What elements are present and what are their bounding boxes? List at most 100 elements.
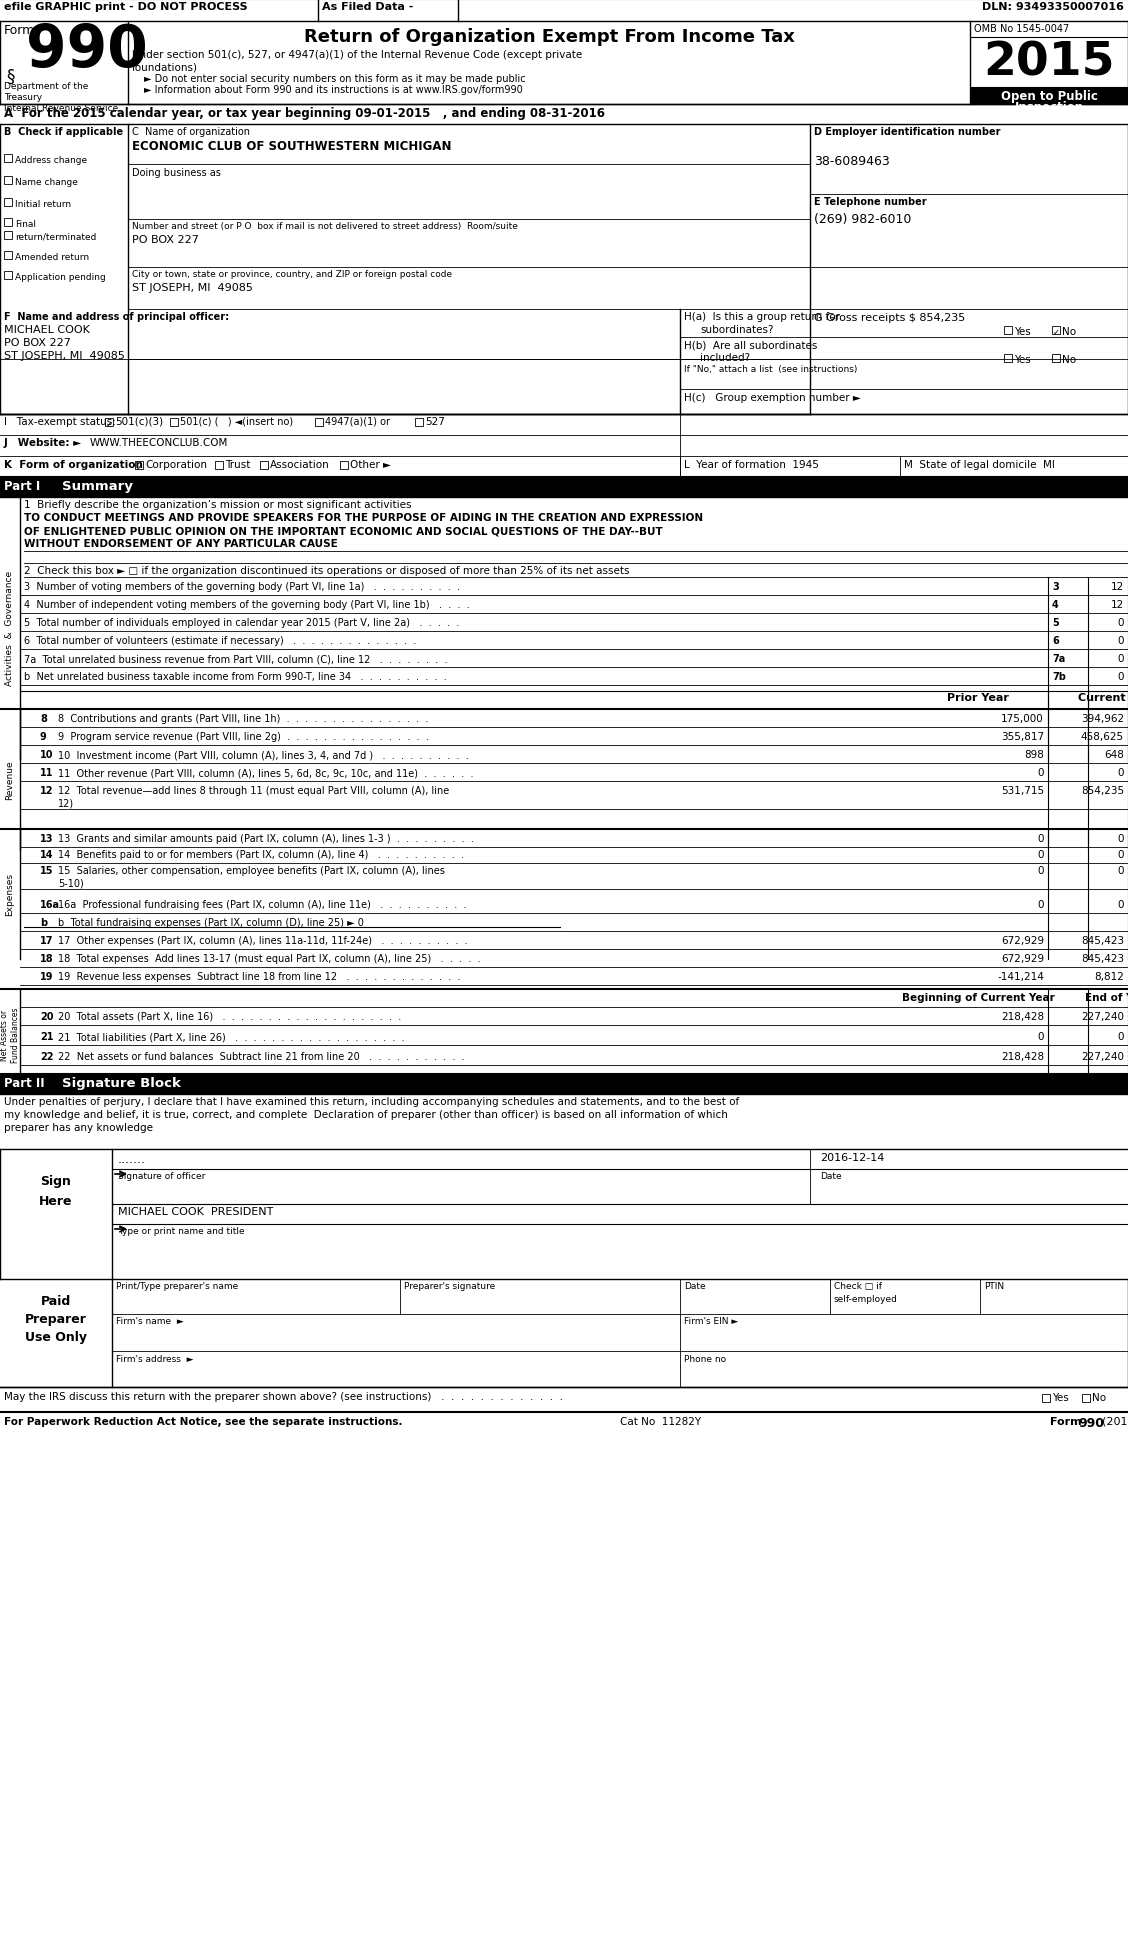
Text: 672,929: 672,929 xyxy=(1001,935,1045,946)
Text: Beginning of Current Year: Beginning of Current Year xyxy=(901,993,1055,1002)
Text: ✓: ✓ xyxy=(106,419,113,429)
Text: 218,428: 218,428 xyxy=(1001,1051,1045,1061)
Text: 15: 15 xyxy=(39,865,53,876)
Bar xyxy=(259,461,268,469)
Bar xyxy=(0,1280,112,1384)
Text: b  Net unrelated business taxable income from Form 990-T, line 34   .  .  .  .  : b Net unrelated business taxable income … xyxy=(24,671,447,683)
Text: H(a)  Is this a group return for: H(a) Is this a group return for xyxy=(684,312,840,322)
Text: OMB No 1545-0047: OMB No 1545-0047 xyxy=(973,23,1069,35)
Text: 17  Other expenses (Part IX, column (A), lines 11a-11d, 11f-24e)   .  .  .  .  .: 17 Other expenses (Part IX, column (A), … xyxy=(58,935,468,946)
Text: Final: Final xyxy=(15,219,36,229)
Text: If "No," attach a list  (see instructions): If "No," attach a list (see instructions… xyxy=(684,365,857,374)
Bar xyxy=(315,419,323,427)
Bar xyxy=(5,252,12,260)
Text: 4  Number of independent voting members of the governing body (Part VI, line 1b): 4 Number of independent voting members o… xyxy=(24,599,469,609)
Text: 10  Investment income (Part VIII, column (A), lines 3, 4, and 7d )   .  .  .  . : 10 Investment income (Part VIII, column … xyxy=(58,750,469,760)
Text: Department of the: Department of the xyxy=(5,81,88,91)
Text: PO BOX 227: PO BOX 227 xyxy=(5,337,71,347)
Text: K  Form of organization: K Form of organization xyxy=(5,460,143,469)
Text: Summary: Summary xyxy=(62,479,133,493)
Text: Treasury: Treasury xyxy=(5,93,42,103)
Text: H(c)   Group exemption number ►: H(c) Group exemption number ► xyxy=(684,394,861,403)
Bar xyxy=(1042,1394,1050,1402)
Text: OF ENLIGHTENED PUBLIC OPINION ON THE IMPORTANT ECONOMIC AND SOCIAL QUESTIONS OF : OF ENLIGHTENED PUBLIC OPINION ON THE IMP… xyxy=(24,525,663,535)
Text: 8,812: 8,812 xyxy=(1094,971,1123,981)
Bar xyxy=(135,461,143,469)
Text: 9  Program service revenue (Part VIII, line 2g)  .  .  .  .  .  .  .  .  .  .  .: 9 Program service revenue (Part VIII, li… xyxy=(58,731,429,741)
Text: Under penalties of perjury, I declare that I have examined this return, includin: Under penalties of perjury, I declare th… xyxy=(5,1096,739,1107)
Text: Form: Form xyxy=(5,23,35,37)
Text: WWW.THEECONCLUB.COM: WWW.THEECONCLUB.COM xyxy=(90,438,228,448)
Text: 0: 0 xyxy=(1118,900,1123,909)
Text: 501(c)(3): 501(c)(3) xyxy=(115,417,164,427)
Text: §: § xyxy=(6,68,15,85)
Text: Print/Type preparer's name: Print/Type preparer's name xyxy=(116,1282,238,1289)
Text: b  Total fundraising expenses (Part IX, column (D), line 25) ► 0: b Total fundraising expenses (Part IX, c… xyxy=(58,917,364,927)
Text: 9: 9 xyxy=(39,731,46,741)
Text: 0: 0 xyxy=(1038,834,1045,843)
Text: 11: 11 xyxy=(39,768,53,778)
Bar xyxy=(5,176,12,184)
Bar xyxy=(970,87,1128,105)
Text: 0: 0 xyxy=(1118,619,1123,628)
Text: foundations): foundations) xyxy=(132,62,199,72)
Text: ST JOSEPH, MI  49085: ST JOSEPH, MI 49085 xyxy=(5,351,125,361)
Bar xyxy=(1004,355,1012,363)
Text: 227,240: 227,240 xyxy=(1081,1012,1123,1022)
Text: Yes: Yes xyxy=(1014,355,1031,365)
Text: efile GRAPHIC print - DO NOT PROCESS: efile GRAPHIC print - DO NOT PROCESS xyxy=(5,2,248,12)
Text: ST JOSEPH, MI  49085: ST JOSEPH, MI 49085 xyxy=(132,283,253,293)
Text: ECONOMIC CLUB OF SOUTHWESTERN MICHIGAN: ECONOMIC CLUB OF SOUTHWESTERN MICHIGAN xyxy=(132,140,451,153)
Text: 501(c) (   ) ◄(insert no): 501(c) ( ) ◄(insert no) xyxy=(180,417,293,427)
Bar xyxy=(5,233,12,240)
Text: Amended return: Amended return xyxy=(15,252,89,262)
Text: G Gross receipts $ 854,235: G Gross receipts $ 854,235 xyxy=(814,312,966,322)
Text: Signature Block: Signature Block xyxy=(62,1076,180,1090)
Text: b: b xyxy=(39,917,47,927)
Text: Revenue: Revenue xyxy=(6,760,15,799)
Text: C  Name of organization: C Name of organization xyxy=(132,126,250,138)
Text: 2016-12-14: 2016-12-14 xyxy=(820,1152,884,1161)
Text: (269) 982-6010: (269) 982-6010 xyxy=(814,213,911,225)
Text: included?: included? xyxy=(700,353,750,363)
Text: PO BOX 227: PO BOX 227 xyxy=(132,235,199,244)
Text: ✓: ✓ xyxy=(135,461,142,471)
Text: Return of Organization Exempt From Income Tax: Return of Organization Exempt From Incom… xyxy=(303,27,794,47)
Text: F  Name and address of principal officer:: F Name and address of principal officer: xyxy=(5,312,229,322)
Text: Number and street (or P O  box if mail is not delivered to street address)  Room: Number and street (or P O box if mail is… xyxy=(132,221,518,231)
Text: Association: Association xyxy=(270,460,329,469)
Text: Use Only: Use Only xyxy=(25,1330,87,1344)
Text: 3  Number of voting members of the governing body (Part VI, line 1a)   .  .  .  : 3 Number of voting members of the govern… xyxy=(24,582,460,591)
Bar xyxy=(5,200,12,207)
Text: Under section 501(c), 527, or 4947(a)(1) of the Internal Revenue Code (except pr: Under section 501(c), 527, or 4947(a)(1)… xyxy=(132,50,582,60)
Text: 6: 6 xyxy=(1052,636,1059,646)
Text: Initial return: Initial return xyxy=(15,200,71,209)
Bar xyxy=(1082,1394,1090,1402)
Text: 22: 22 xyxy=(39,1051,53,1061)
Text: M  State of legal domicile  MI: M State of legal domicile MI xyxy=(904,460,1055,469)
Text: preparer has any knowledge: preparer has any knowledge xyxy=(5,1123,153,1132)
Text: Prior Year: Prior Year xyxy=(948,692,1008,702)
Text: 14  Benefits paid to or for members (Part IX, column (A), line 4)   .  .  .  .  : 14 Benefits paid to or for members (Part… xyxy=(58,849,464,859)
Text: Yes: Yes xyxy=(1014,328,1031,337)
Text: 5: 5 xyxy=(1052,619,1059,628)
Text: Sign: Sign xyxy=(41,1175,71,1187)
Text: 19: 19 xyxy=(39,971,53,981)
Text: 7a: 7a xyxy=(1052,653,1065,663)
Text: 990: 990 xyxy=(26,21,148,79)
Text: City or town, state or province, country, and ZIP or foreign postal code: City or town, state or province, country… xyxy=(132,270,452,279)
Text: return/terminated: return/terminated xyxy=(15,233,96,242)
Bar xyxy=(415,419,423,427)
Text: Here: Here xyxy=(39,1194,72,1208)
Text: 0: 0 xyxy=(1038,849,1045,859)
Text: 0: 0 xyxy=(1118,653,1123,663)
Text: 16a: 16a xyxy=(39,900,60,909)
Text: -141,214: -141,214 xyxy=(997,971,1045,981)
Text: A  For the 2015 calendar year, or tax year beginning 09-01-2015   , and ending 0: A For the 2015 calendar year, or tax yea… xyxy=(5,107,605,120)
Text: TO CONDUCT MEETINGS AND PROVIDE SPEAKERS FOR THE PURPOSE OF AIDING IN THE CREATI: TO CONDUCT MEETINGS AND PROVIDE SPEAKERS… xyxy=(24,512,703,524)
Text: Phone no: Phone no xyxy=(684,1353,726,1363)
Bar xyxy=(215,461,223,469)
Text: Corporation: Corporation xyxy=(146,460,208,469)
Text: 0: 0 xyxy=(1118,849,1123,859)
Text: 4947(a)(1) or: 4947(a)(1) or xyxy=(325,417,390,427)
